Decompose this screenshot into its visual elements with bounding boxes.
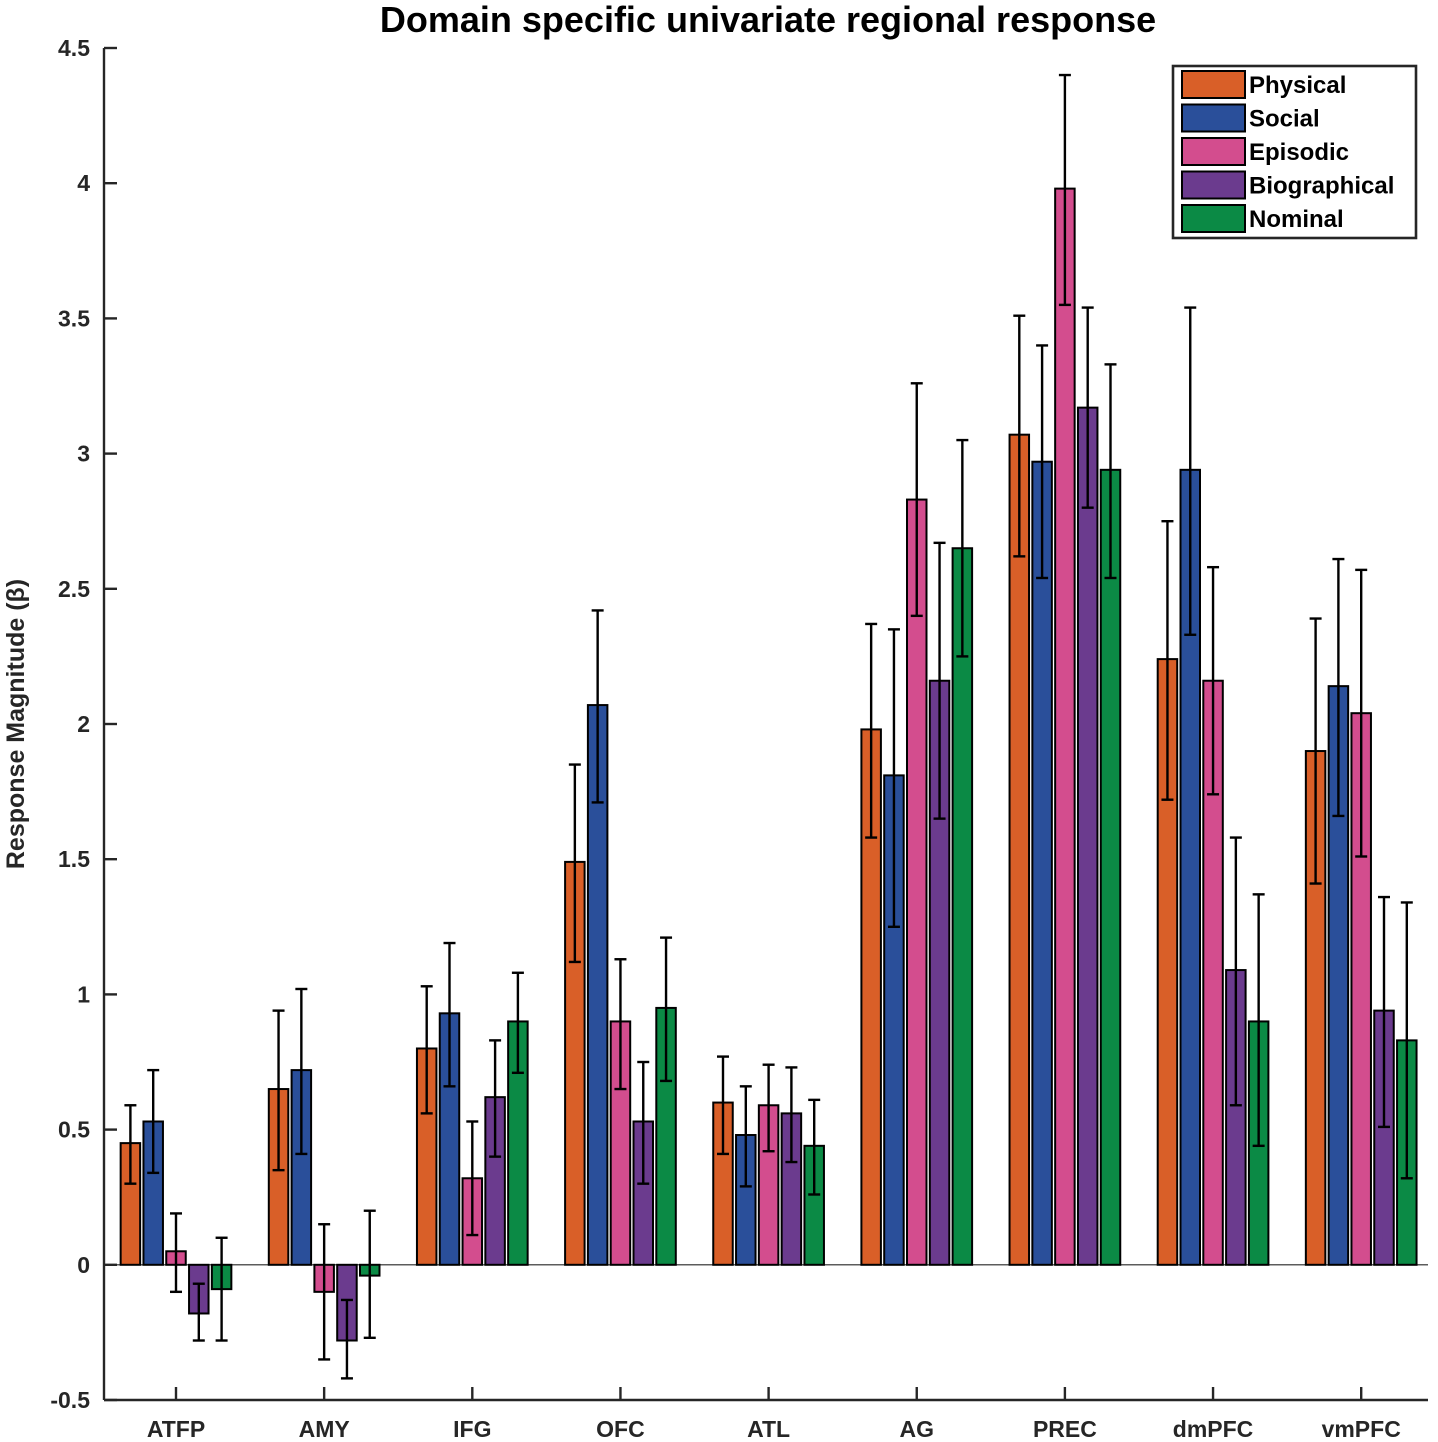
x-tick-label: IFG [453, 1416, 491, 1442]
legend-label-episodic: Episodic [1249, 139, 1349, 166]
y-tick-label: 0 [77, 1252, 90, 1278]
y-tick-label: 2.5 [58, 576, 90, 602]
legend-label-social: Social [1249, 106, 1320, 133]
x-tick-label: ATL [747, 1416, 790, 1442]
y-tick-label: 3.5 [58, 305, 90, 331]
y-axis-label: Response Magnitude (β) [2, 579, 30, 869]
bar-nominal-prec [1099, 468, 1122, 1266]
x-tick-label: dmPFC [1173, 1416, 1254, 1442]
legend-swatch-physical [1181, 70, 1246, 99]
y-tick-label: 1.5 [58, 846, 90, 872]
plot-area: -0.5 0 0.5 1 1.5 2 2.5 3 3.5 4 4.5 ATFP AMY IFG OFC ATL… [50, 35, 1428, 1442]
bar-physical-prec [1008, 433, 1031, 1266]
x-tick-label: OFC [596, 1416, 645, 1442]
y-tick-label: 1 [77, 981, 90, 1007]
legend-label-nominal: Nominal [1249, 206, 1344, 233]
legend-swatch-biographical [1181, 170, 1246, 200]
y-tick-label: -0.5 [50, 1387, 90, 1413]
legend-label-biographical: Biographical [1249, 173, 1394, 200]
bar-episodic-prec [1054, 187, 1076, 1266]
x-tick-label: AG [900, 1416, 935, 1442]
y-tick-label: 4.5 [58, 35, 90, 61]
legend-swatch-nominal [1181, 204, 1246, 233]
x-tick-label: vmPFC [1322, 1416, 1401, 1442]
bar-biographical-prec [1076, 406, 1099, 1266]
legend-swatch-episodic [1181, 137, 1246, 166]
bar-social-prec [1031, 460, 1053, 1266]
x-tick-label: PREC [1033, 1416, 1097, 1442]
chart-title: Domain specific univariate regional resp… [380, 0, 1156, 40]
x-tick-label: ATFP [147, 1416, 205, 1442]
legend-label-physical: Physical [1249, 72, 1346, 99]
legend: Physical Social Episodic Biographical Nomina… [1171, 64, 1418, 240]
legend-swatch-social [1181, 103, 1246, 133]
y-tick-label: 0.5 [58, 1117, 90, 1143]
y-tick-label: 4 [77, 170, 90, 196]
y-tick-label: 3 [77, 441, 90, 467]
x-tick-label: AMY [299, 1416, 350, 1442]
y-tick-label: 2 [77, 711, 90, 737]
